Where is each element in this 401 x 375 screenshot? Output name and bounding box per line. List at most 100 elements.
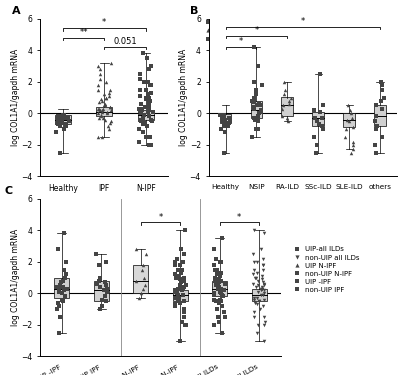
Point [175,267,182,273]
Point [106,90,112,96]
Point [66,118,73,124]
Point [103,298,109,304]
Point [221,150,227,156]
Point [259,267,266,273]
Point [254,301,260,307]
Point [144,55,151,61]
Point [259,273,265,279]
Point [96,105,102,111]
Point [103,285,110,291]
Point [57,279,64,285]
Point [213,272,220,278]
Point [259,256,266,262]
Point [251,104,257,110]
Point [223,121,229,127]
Point [344,117,350,123]
Point [64,115,70,121]
Point [53,129,59,135]
Point [178,246,184,252]
Point [94,281,101,287]
Point [107,107,114,113]
Point [55,300,61,306]
Point [255,126,261,132]
Point [219,293,226,299]
Point [107,118,114,124]
Point [253,126,259,132]
Point [250,272,257,278]
Point [251,227,257,233]
Point [55,117,62,123]
Point [223,120,229,126]
Point [217,278,224,284]
Point [179,259,186,265]
Point [217,273,223,279]
Point [260,292,266,298]
Point [258,246,265,252]
Point [140,121,146,127]
Point [219,292,225,298]
Point [255,289,261,295]
Point [226,120,232,126]
Point [349,115,355,121]
Point [279,113,286,119]
Point [103,110,110,116]
Point [346,118,352,124]
Point [172,262,178,268]
Point [182,227,188,233]
Point [97,306,103,312]
Point [63,121,69,127]
Point [256,306,263,312]
Point [59,298,66,304]
Point [350,124,356,130]
Point [249,99,256,105]
Bar [343,113,355,128]
Point [257,109,264,115]
Point [98,112,104,118]
Point [64,285,71,291]
Point [260,262,266,268]
Point [254,270,260,276]
Point [148,118,155,124]
Point [314,118,320,124]
Point [281,79,287,85]
Point [259,285,265,291]
Point [254,118,261,124]
Point [138,101,144,107]
Point [142,104,148,110]
Point [61,230,67,236]
Point [221,123,227,129]
Point [253,284,259,290]
Point [172,295,178,301]
Point [261,287,267,293]
Point [97,274,103,280]
Point [107,104,113,110]
Point [59,297,65,303]
Point [250,281,256,287]
Point [222,281,228,287]
Point [55,121,61,127]
Point [136,105,143,111]
Point [98,134,105,140]
Point [255,101,262,107]
Point [172,303,178,309]
Point [177,270,184,276]
Point [373,126,379,132]
Point [251,94,257,100]
Point [138,118,145,124]
Point [177,285,184,291]
Point [177,300,184,306]
Point [221,113,227,119]
Point [137,76,143,82]
Point [96,71,103,77]
Point [219,118,226,124]
Point [257,292,264,298]
Point [258,102,265,108]
Point [174,292,181,298]
Point [61,126,67,132]
Y-axis label: log COL1A1/gapdh mRNA: log COL1A1/gapdh mRNA [11,49,20,146]
Point [249,134,255,140]
Point [137,71,144,77]
Point [107,60,114,66]
Point [373,150,380,156]
Point [227,117,233,123]
